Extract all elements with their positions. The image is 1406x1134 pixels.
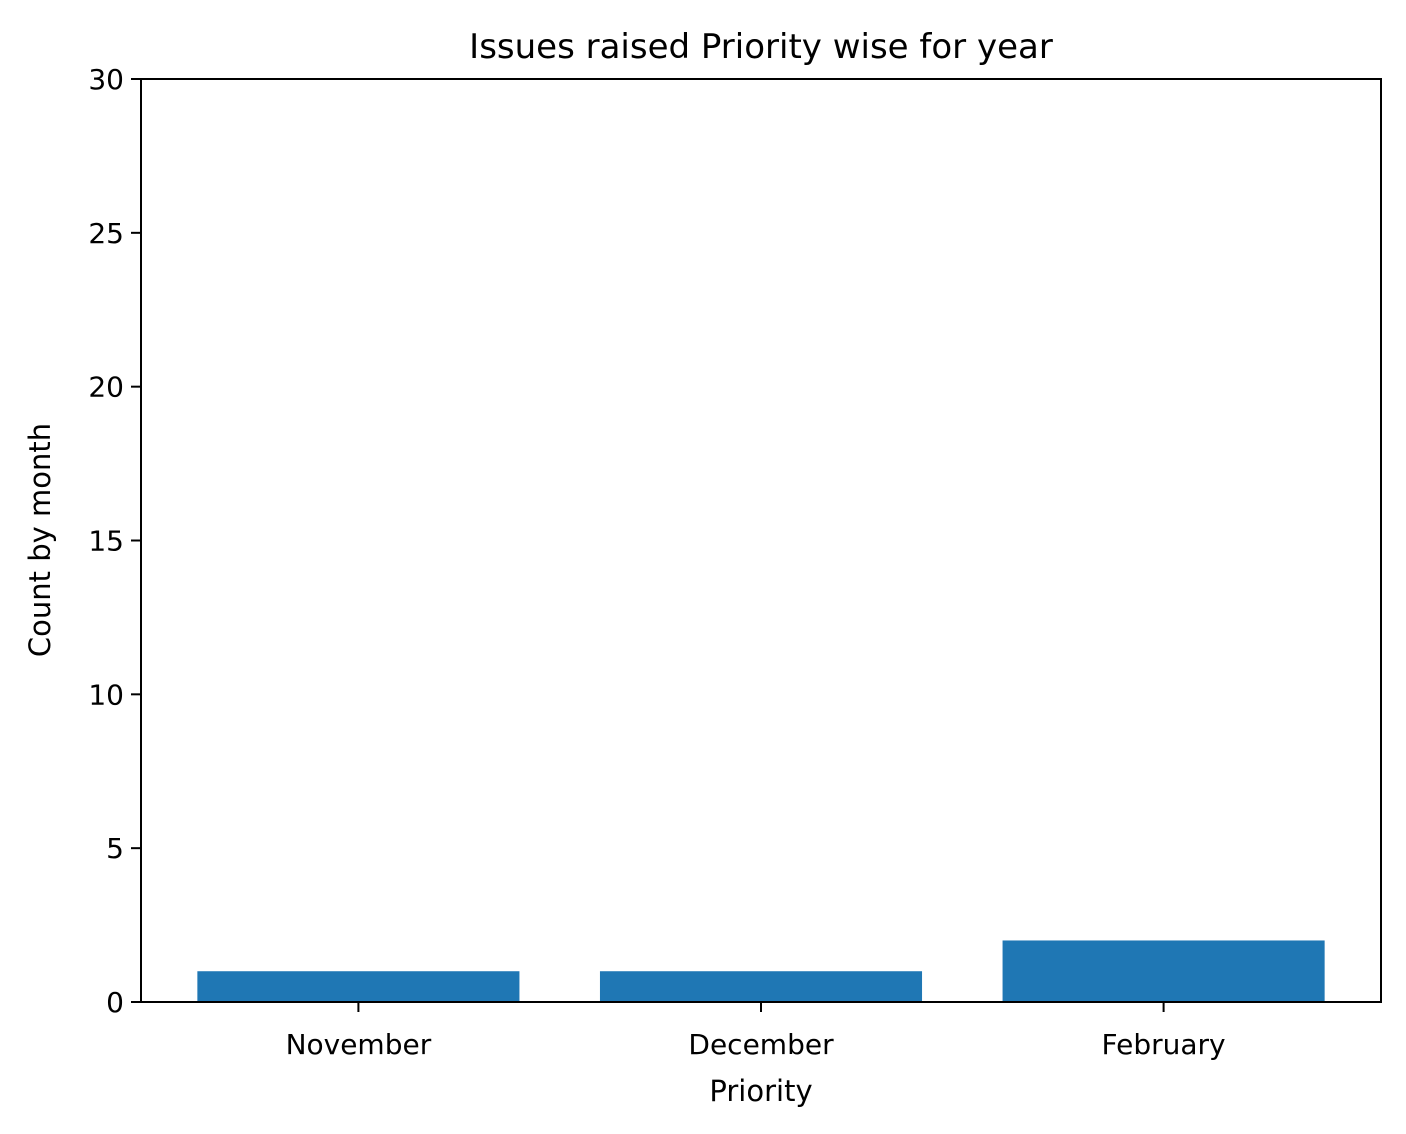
x-tick-label-february: February (1102, 1028, 1226, 1061)
y-tick-label: 10 (88, 678, 124, 711)
y-axis-label: Count by month (23, 423, 57, 657)
y-tick-label: 30 (88, 63, 124, 96)
bar-february (1003, 940, 1325, 1002)
y-tick-label: 20 (88, 371, 124, 404)
y-tick-label: 15 (88, 525, 124, 558)
x-axis-label: Priority (709, 1074, 812, 1108)
chart-title: Issues raised Priority wise for year (469, 27, 1053, 67)
bar-november (197, 971, 519, 1002)
y-tick-label: 5 (106, 832, 124, 865)
x-tick-label-december: December (688, 1028, 834, 1061)
y-tick-label: 0 (106, 986, 124, 1019)
y-tick-label: 25 (88, 217, 124, 250)
bar-december (600, 971, 922, 1002)
x-tick-label-november: November (286, 1028, 432, 1061)
